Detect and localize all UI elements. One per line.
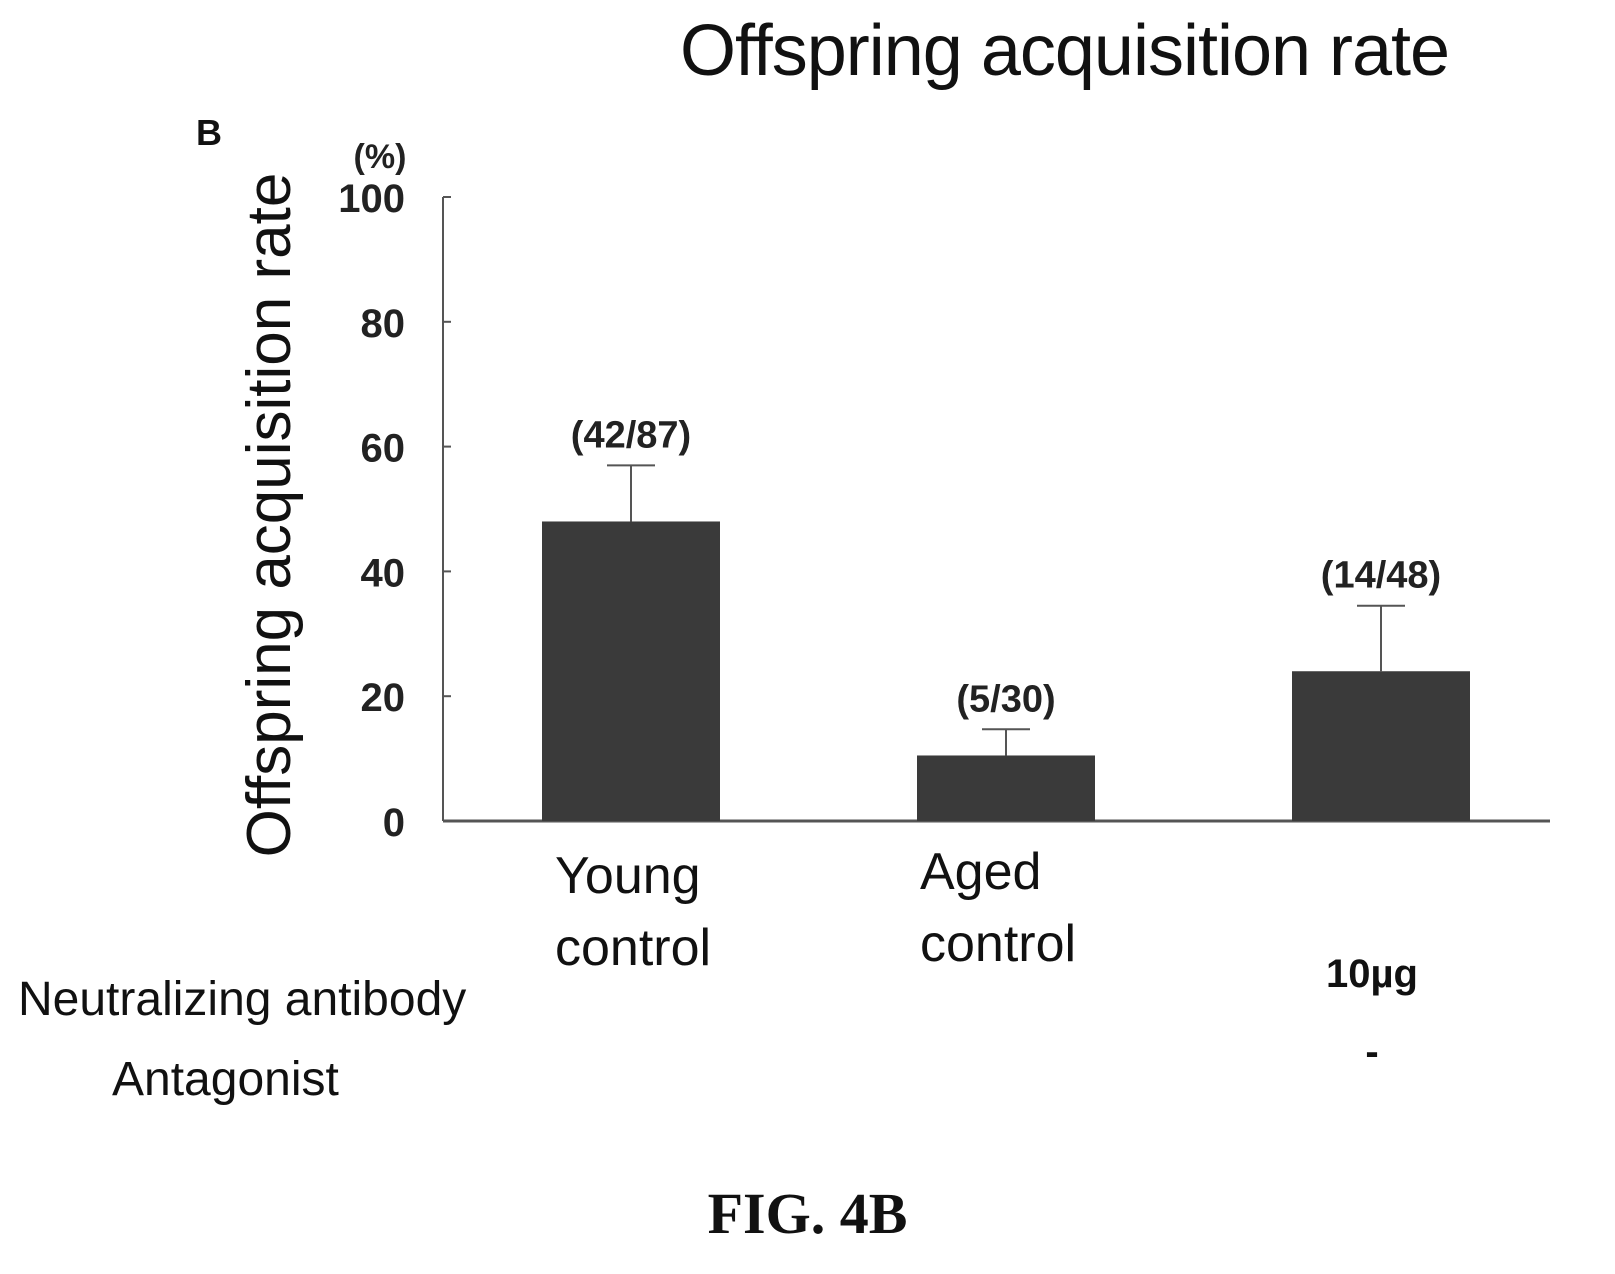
data-label: (5/30) — [956, 678, 1055, 720]
chart-title: Offspring acquisition rate — [680, 11, 1450, 91]
y-tick-label: 20 — [361, 676, 406, 720]
row-label-antagonist: Antagonist — [112, 1053, 339, 1106]
category-label-line: Aged — [920, 843, 1042, 901]
y-axis-unit: (%) — [354, 138, 407, 176]
data-label: (14/48) — [1321, 555, 1441, 597]
bar — [542, 521, 720, 821]
category-label-line: control — [555, 919, 712, 977]
category-label-aged: Aged control — [920, 836, 1076, 980]
y-tick-label: 60 — [361, 427, 406, 471]
y-tick-label: 0 — [383, 801, 405, 845]
data-label: (42/87) — [571, 414, 691, 456]
category-label-line: Young — [555, 847, 701, 905]
y-tick-label: 40 — [361, 551, 406, 595]
category-label-line: control — [920, 915, 1077, 973]
treatment-value-antagonist-group3: - — [1365, 1030, 1379, 1074]
y-axis-label: Offspring acquisition rate — [235, 173, 304, 858]
category-label-young: Young control — [555, 840, 711, 984]
bar — [1292, 671, 1470, 821]
panel-label: B — [196, 112, 222, 153]
y-tick-label: 80 — [361, 302, 406, 346]
y-tick-label: 100 — [338, 177, 405, 221]
treatment-value-antibody-group3: 10µg — [1326, 952, 1418, 996]
row-label-neutralizing-antibody: Neutralizing antibody — [18, 973, 467, 1026]
figure-caption: FIG. 4B — [707, 1181, 908, 1246]
bar — [917, 755, 1095, 821]
